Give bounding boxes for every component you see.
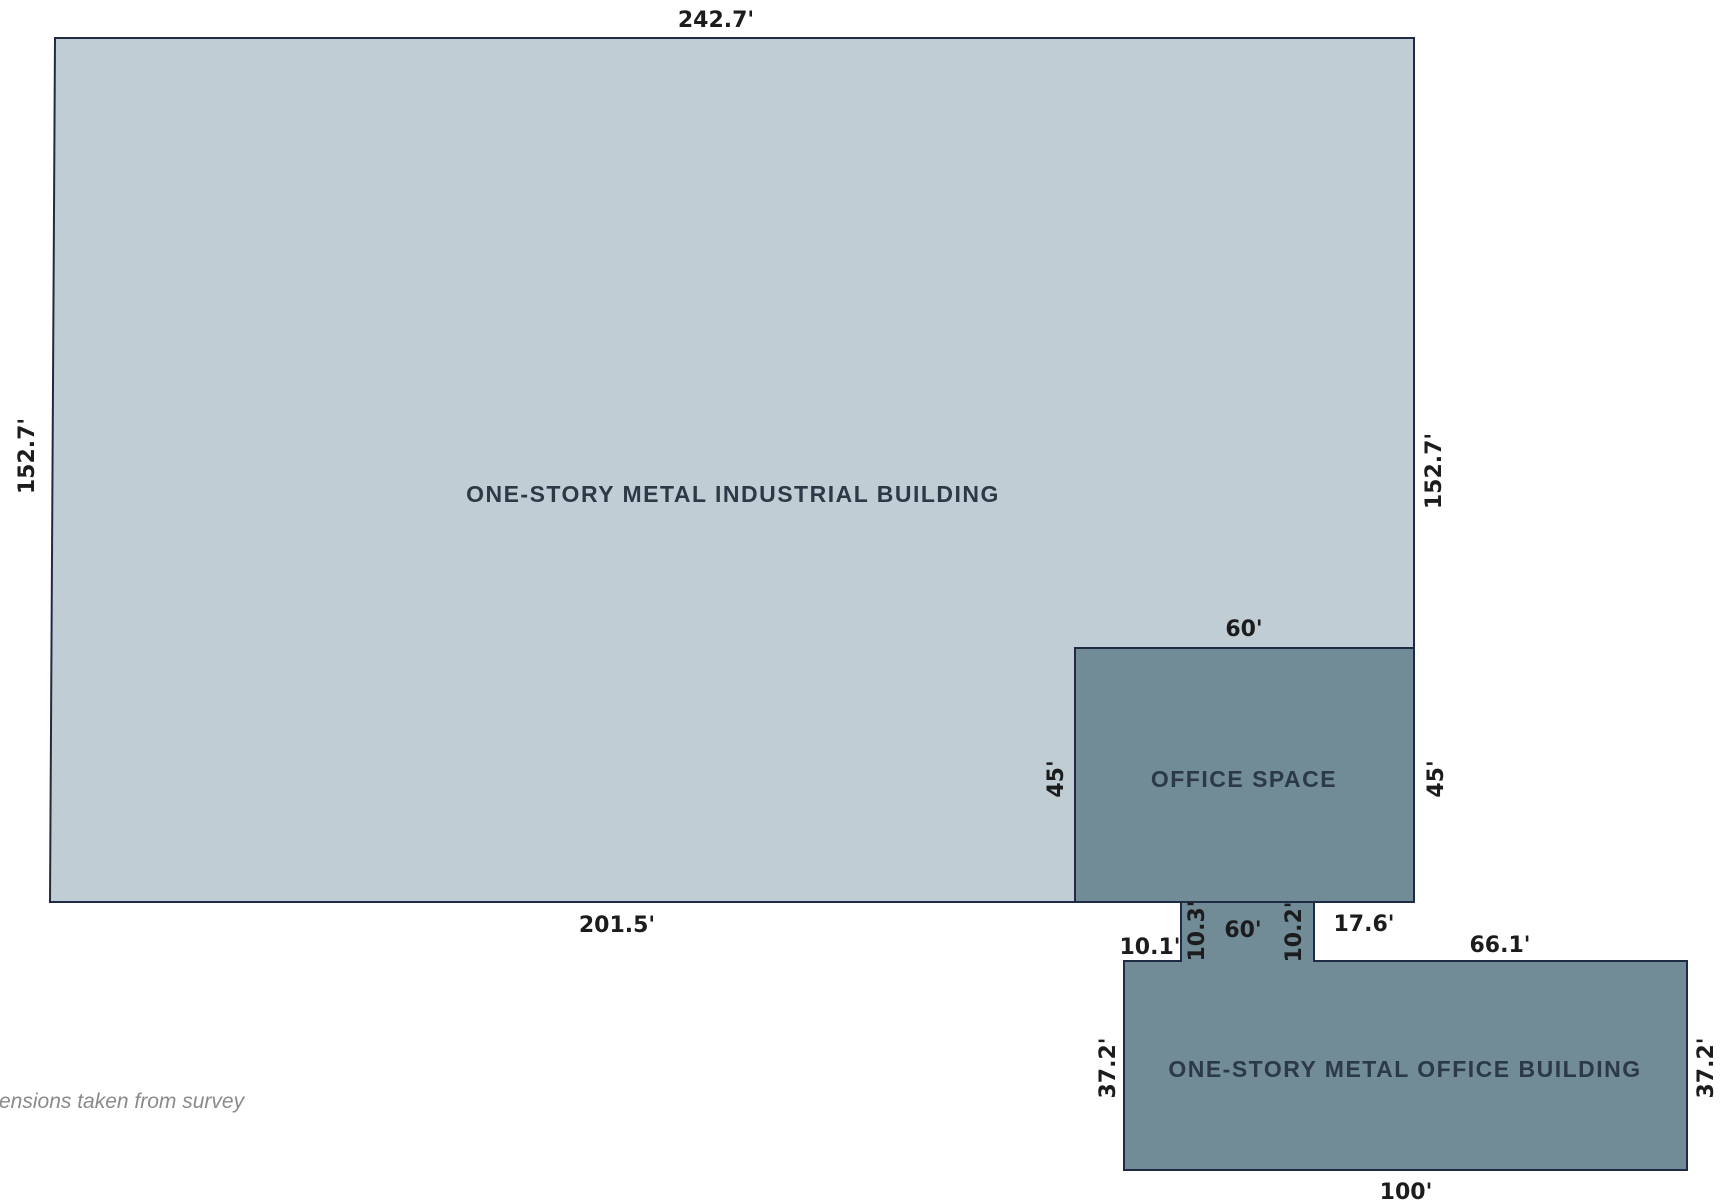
office-building-label: ONE-STORY METAL OFFICE BUILDING [1168,1056,1641,1082]
dimension-connector-right-height: 10.2' [1282,901,1307,962]
dimension-office-space-top: 60' [1225,617,1262,642]
office-space-label: OFFICE SPACE [1151,766,1337,792]
dimension-office-space-right: 45' [1424,760,1449,797]
dimension-connector-width: 60' [1224,918,1261,943]
office-building-shape [1123,901,1688,1171]
industrial-building-label: ONE-STORY METAL INDUSTRIAL BUILDING [466,481,1000,507]
dimension-office-building-bottom: 100' [1380,1180,1433,1201]
survey-footnote: ensions taken from survey [0,1090,246,1113]
dimension-office-building-top-right: 66.1' [1469,933,1530,958]
dimension-connector-left-height: 10.3' [1185,900,1210,961]
dimension-industrial-bottom: 201.5' [579,913,655,938]
dimension-industrial-left: 152.7' [15,418,40,494]
dimension-office-space-left: 45' [1044,760,1069,797]
dimension-office-building-step: 17.6' [1333,912,1394,937]
dimension-office-building-top-left: 10.1' [1119,935,1180,960]
dimension-industrial-right: 152.7' [1422,433,1447,509]
dimension-office-building-right: 37.2' [1694,1037,1719,1098]
office-space-shape [1074,647,1415,903]
dimension-office-building-left: 37.2' [1096,1037,1121,1098]
dimension-industrial-top: 242.7' [678,8,754,33]
